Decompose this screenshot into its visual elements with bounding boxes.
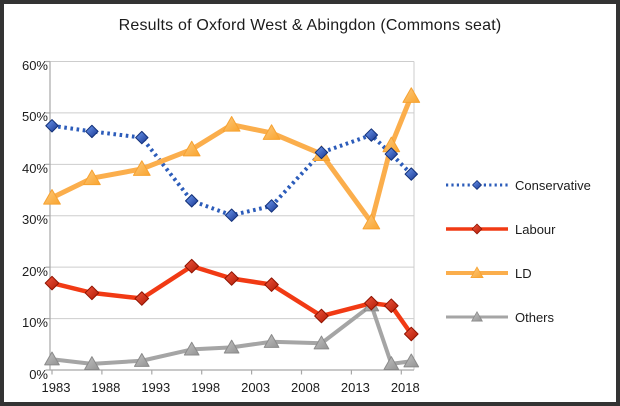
x-tick-label-2003: 2003 [241,380,271,395]
series-marker-conservative [224,208,239,222]
legend-item-conservative: Conservative [445,163,591,207]
x-tick-label-2013: 2013 [340,380,370,395]
legend-sample-ld [446,266,508,279]
series-marker-others [403,353,420,368]
y-tick-label-20: 20% [21,263,48,279]
y-tick-label-40: 40% [21,160,48,176]
series-marker-conservative [314,145,329,160]
y-tick-label-30: 30% [21,212,48,228]
y-tick-label-50: 50% [21,109,48,125]
x-tick-label-1988: 1988 [91,380,121,395]
series-marker-conservative [135,130,149,145]
series-marker-conservative [264,199,279,213]
legend-item-ld: LD [445,251,591,295]
series-marker-others [133,353,150,367]
series-marker-ld [83,169,101,186]
series-marker-conservative [404,167,418,181]
y-tick-label-0: 0% [29,366,48,382]
series-marker-labour [384,298,399,314]
series-marker-labour [403,326,419,342]
series-marker-labour [184,258,200,274]
series-marker-labour [44,275,60,291]
legend-label-others: Others [515,309,555,325]
series-marker-labour [84,285,100,301]
series-marker-ld [222,116,241,132]
legend-label-conservative: Conservative [515,177,591,193]
y-tick-label-60: 60% [21,58,48,73]
series-marker-labour [314,308,329,324]
legend-sample-others [446,311,508,322]
series-marker-ld [132,160,151,176]
chart-title: Results of Oxford West & Abingdon (Commo… [118,17,502,34]
series-marker-ld [402,87,421,103]
series-marker-conservative [384,147,399,161]
series-marker-labour [224,271,239,286]
series-marker-ld [262,124,281,140]
series-marker-others [383,356,400,370]
series-marker-conservative [364,128,379,142]
chart-plot-area [43,60,421,375]
x-tick-label-2018: 2018 [390,380,420,395]
series-marker-labour [134,291,150,306]
legend-item-others: Others [445,295,591,339]
legend-item-labour: Labour [445,207,591,251]
series-marker-others [313,335,330,350]
series-marker-others [84,356,100,370]
legend-sample-labour [446,223,508,235]
series-marker-conservative [85,124,99,139]
series-marker-conservative [185,194,199,208]
x-tick-label-2008: 2008 [291,380,320,395]
series-marker-labour [264,277,279,292]
series-marker-ld [362,213,381,230]
x-tick-label-1983: 1983 [41,380,71,395]
chart-legend: Conservative Labour LD Others [445,163,591,339]
series-line-others [50,303,414,366]
series-marker-labour [364,295,379,311]
legend-label-ld: LD [515,265,532,281]
legend-sample-conservative [446,179,508,191]
series-line-ld [49,93,414,225]
x-tick-label-1993: 1993 [141,380,171,395]
series-marker-others [183,341,200,356]
series-marker-others [223,339,240,354]
series-marker-ld [43,189,61,205]
series-marker-ld [182,140,201,157]
series-marker-others [44,351,60,366]
x-tick-label-1998: 1998 [191,380,221,395]
series-marker-conservative [45,119,59,133]
series-marker-others [263,334,280,348]
y-tick-label-10: 10% [21,315,48,331]
legend-label-labour: Labour [515,221,556,237]
series-line-labour [49,263,414,337]
